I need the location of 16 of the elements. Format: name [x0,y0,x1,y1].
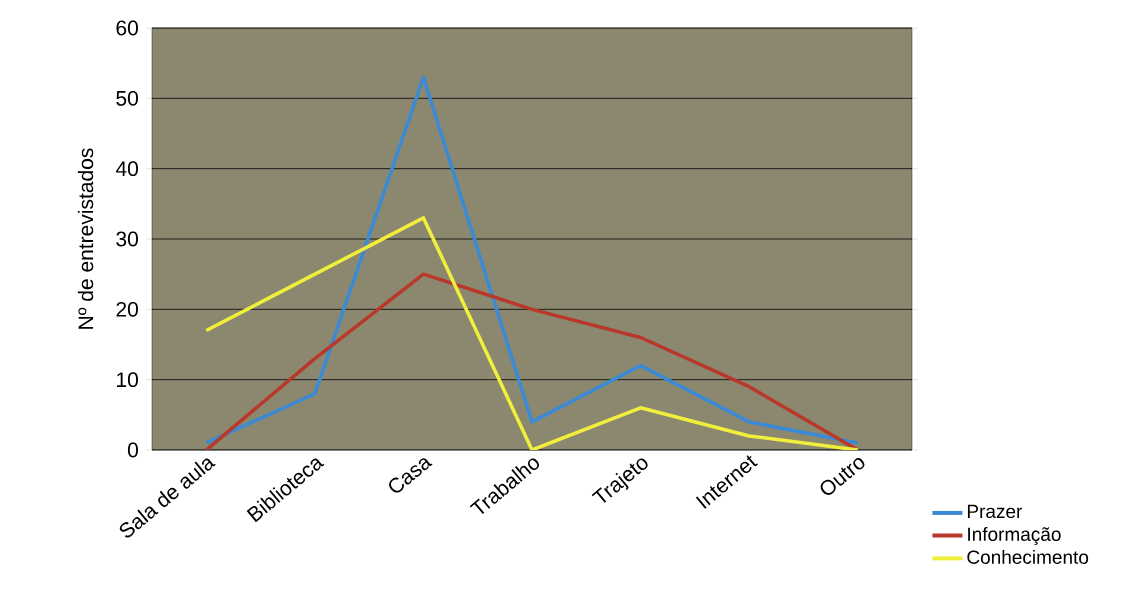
line-series [204,75,860,445]
y-tick-label: 20 [116,301,138,317]
y-tick-label: 0 [127,442,138,458]
y-tick-label: 40 [115,161,138,177]
y-tick-label: 60 [116,20,138,36]
y-tick-label: 30 [116,231,138,247]
x-tick-label: Casa [389,458,433,493]
x-tick-label: Sala de aula [119,458,216,538]
legend-label: Conhecimento [967,549,1089,564]
y-axis-title: Nº de entrevistados [77,148,94,329]
legend-label: Prazer [967,504,1023,519]
y-tick-label: 50 [116,90,138,106]
legend-label: Informação [968,527,1061,545]
line-series [204,272,860,450]
y-tick-label: 10 [117,372,138,388]
line-series [204,216,860,450]
